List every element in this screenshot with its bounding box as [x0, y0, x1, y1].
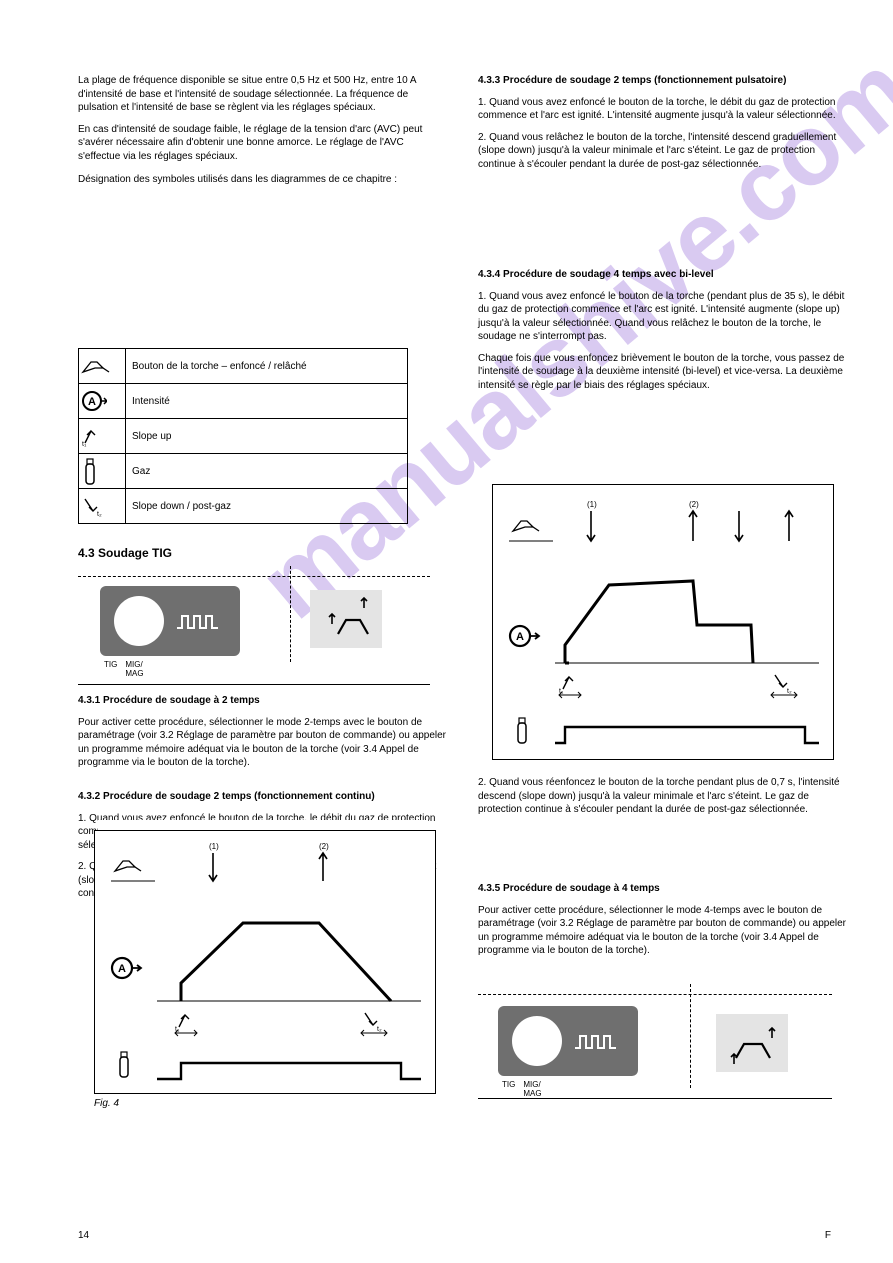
solid-sep-right [478, 1098, 832, 1099]
sect-433-title: 4.3.3 Procédure de soudage 2 temps (fonc… [478, 74, 848, 88]
amp-icon: A [79, 384, 126, 419]
opt-label-mig: MIG/ MAG [523, 1080, 541, 1098]
dashed-sep-left-1 [78, 576, 430, 577]
table-row: t₂ Slope down / post-gaz [79, 489, 408, 524]
sect-433-p2: 2. Quand vous relâchez le bouton de la t… [478, 131, 848, 172]
table-label: Bouton de la torche – enfoncé / relâché [126, 349, 408, 384]
svg-text:(1): (1) [587, 500, 597, 509]
sect-43: 4.3 Soudage TIG [78, 546, 448, 560]
table-row: A Intensité [79, 384, 408, 419]
opt-box-left-1: TIG MIG/ MAG [100, 586, 240, 678]
slopedown-icon: t₂ [79, 489, 126, 524]
opt-label-tig: TIG [502, 1080, 515, 1098]
table-label: Intensité [126, 384, 408, 419]
mode-box-left-1 [310, 590, 382, 648]
vsep-left-1 [290, 566, 291, 662]
sect-434-p2: Chaque fois que vous enfoncez brièvement… [478, 352, 848, 393]
icon-table-wrap: Bouton de la torche – enfoncé / relâché … [78, 348, 448, 524]
diagram-left: (1) (2) A t₁ t₂ [94, 830, 436, 1094]
vsep-right-1 [690, 984, 691, 1088]
table-row: Gaz [79, 454, 408, 489]
sect-433: 4.3.3 Procédure de soudage 2 temps (fonc… [478, 74, 848, 179]
svg-text:t₂: t₂ [377, 1026, 382, 1033]
mode-box-right [716, 1014, 788, 1072]
table-row: t₁ Slope up [79, 419, 408, 454]
left-intro-p3: Désignation des symboles utilisés dans l… [78, 173, 448, 187]
svg-text:(1): (1) [209, 842, 219, 851]
dashed-sep-right [478, 994, 832, 995]
sect-434-p1: 1. Quand vous avez enfoncé le bouton de … [478, 290, 848, 344]
left-intro: La plage de fréquence disponible se situ… [78, 74, 448, 195]
slopeup-icon: t₁ [79, 419, 126, 454]
table-label: Slope up [126, 419, 408, 454]
torch-icon [79, 349, 126, 384]
table-label: Slope down / post-gaz [126, 489, 408, 524]
table-label: Gaz [126, 454, 408, 489]
diagram-right: (1) (2) A t₁ [492, 484, 834, 760]
left-intro-p2: En cas d'intensité de soudage faible, le… [78, 123, 448, 164]
svg-text:t₁: t₁ [82, 441, 87, 447]
left-intro-p1: La plage de fréquence disponible se situ… [78, 74, 448, 115]
torch-icon [513, 521, 539, 531]
sect-432-title: 4.3.2 Procédure de soudage 2 temps (fonc… [78, 790, 448, 804]
svg-text:t₂: t₂ [787, 688, 792, 695]
sect-434-title: 4.3.4 Procédure de soudage 4 temps avec … [478, 268, 848, 282]
svg-text:t₂: t₂ [97, 511, 102, 517]
sect-431-p1: Pour activer cette procédure, sélectionn… [78, 716, 448, 770]
opt-label-mig: MIG/ MAG [125, 660, 143, 678]
page-number: 14 [78, 1230, 89, 1241]
opt-box-right: TIG MIG/ MAG [498, 1006, 638, 1098]
svg-text:A: A [88, 396, 96, 408]
sect-433-p1: 1. Quand vous avez enfoncé le bouton de … [478, 96, 848, 123]
sect-431: 4.3.1 Procédure de soudage à 2 temps Pou… [78, 694, 448, 778]
svg-text:A: A [118, 963, 126, 975]
gas-icon [79, 454, 126, 489]
svg-text:(2): (2) [689, 500, 699, 509]
opt-label-tig: TIG [104, 660, 117, 678]
fig4-caption: Fig. 4 [94, 1098, 119, 1109]
solid-sep-left-1 [78, 684, 430, 685]
sect-434: 4.3.4 Procédure de soudage 4 temps avec … [478, 268, 848, 400]
table-row: Bouton de la torche – enfoncé / relâché [79, 349, 408, 384]
sect-435: 4.3.5 Procédure de soudage à 4 temps Pou… [478, 882, 848, 966]
sect-434-p3: 2. Quand vous réenfoncez le bouton de la… [478, 776, 848, 817]
sect-43-title: 4.3 Soudage TIG [78, 546, 448, 560]
sect-435-title: 4.3.5 Procédure de soudage à 4 temps [478, 882, 848, 896]
svg-text:A: A [516, 631, 524, 643]
sect-435-p1: Pour activer cette procédure, sélectionn… [478, 904, 848, 958]
page-lang: F [825, 1230, 831, 1241]
sect-434-cont: 2. Quand vous réenfoncez le bouton de la… [478, 776, 848, 825]
sect-431-title: 4.3.1 Procédure de soudage à 2 temps [78, 694, 448, 708]
svg-text:(2): (2) [319, 842, 329, 851]
icon-table: Bouton de la torche – enfoncé / relâché … [78, 348, 408, 524]
